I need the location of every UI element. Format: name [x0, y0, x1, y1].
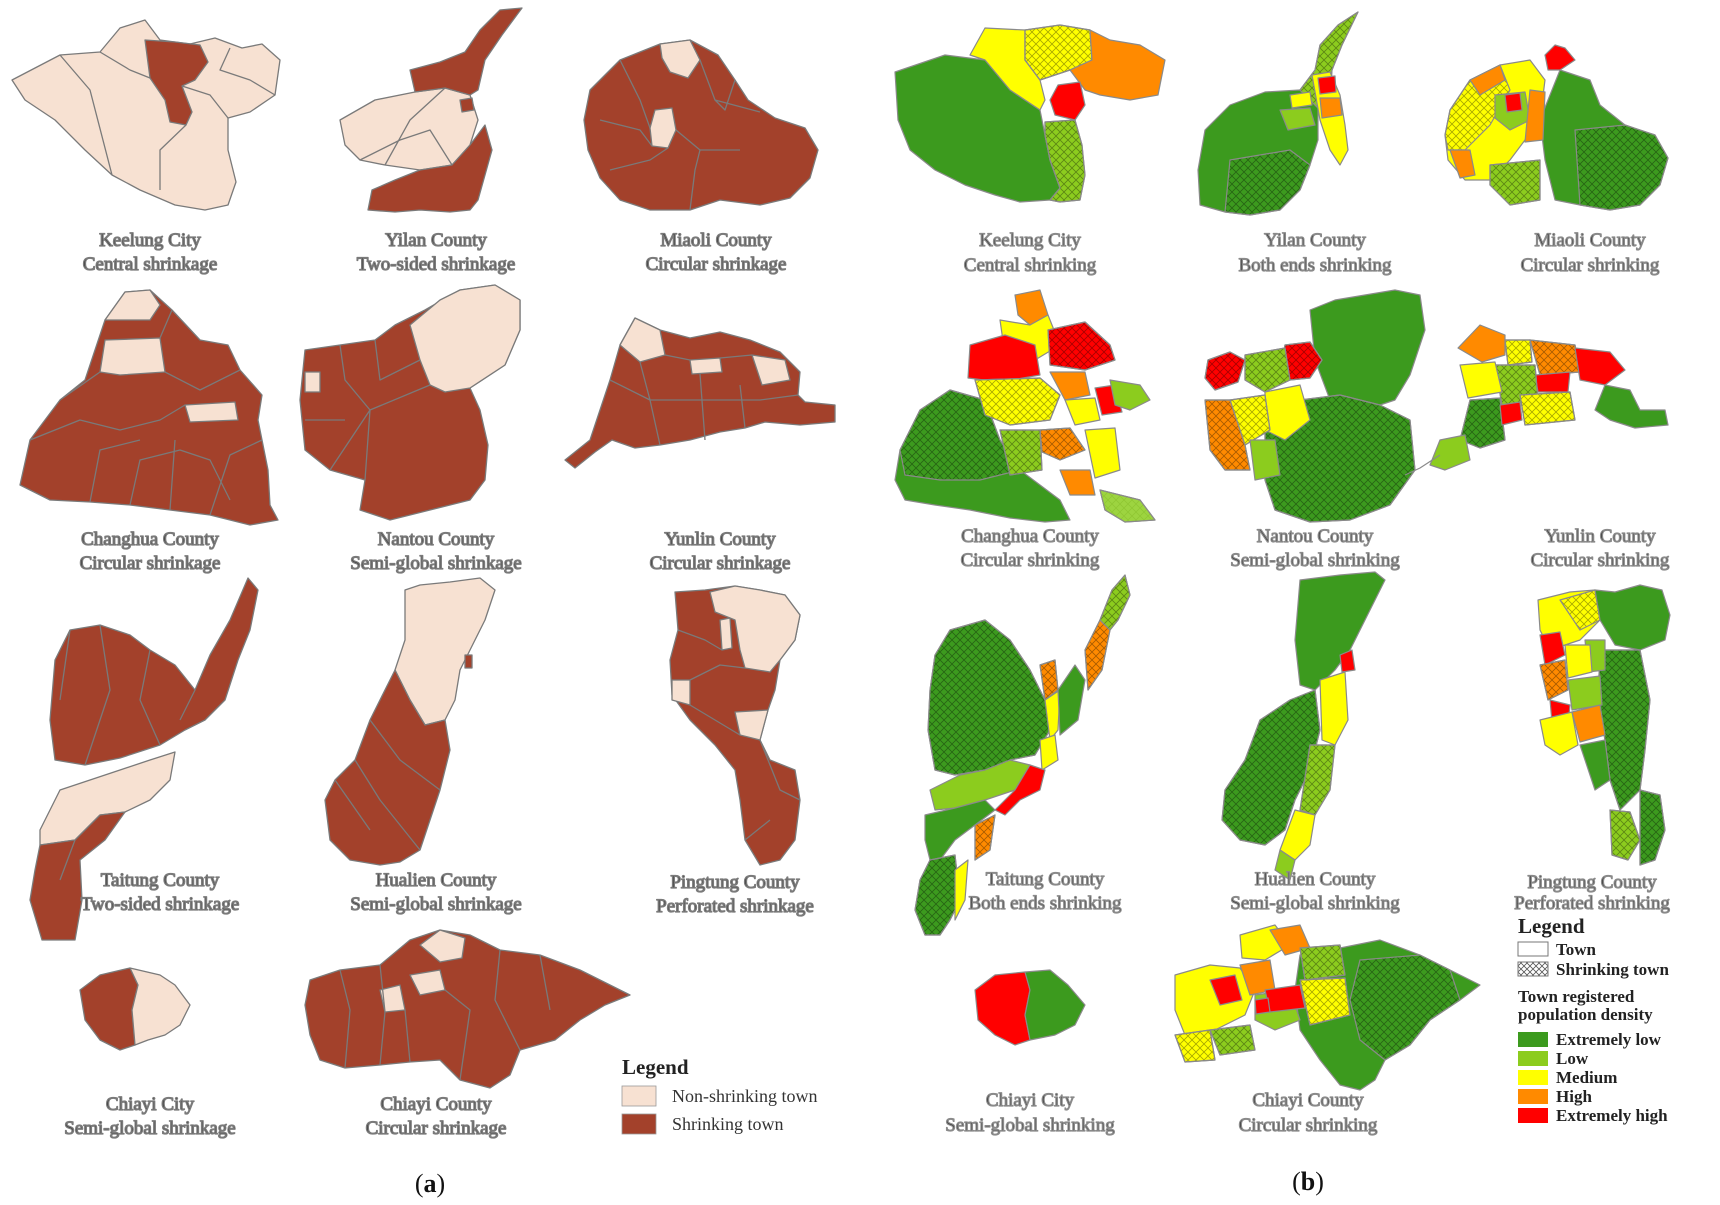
map-a-pingtung — [669, 585, 801, 866]
legend-b-swatch-town — [1517, 941, 1549, 957]
legend-a: Legend Non-shrinking town Shrinking town — [621, 1055, 818, 1135]
caption-a-hualien-pattern: Semi-global shrinkage — [350, 894, 522, 915]
caption-b-keelung-name: Keelung City — [979, 230, 1081, 251]
caption-b-hualien-pattern: Semi-global shrinking — [1230, 893, 1400, 914]
panel-b-label: (b) — [1292, 1167, 1324, 1196]
caption-a-chiayicounty-name: Chiayi County — [380, 1094, 492, 1115]
caption-a-nantou-name: Nantou County — [378, 529, 495, 550]
legend-b-swatch-low — [1518, 1051, 1548, 1066]
caption-a-keelung-name: Keelung City — [99, 230, 201, 251]
caption-a-chiayicity-pattern: Semi-global shrinkage — [64, 1118, 236, 1139]
map-a-hualien — [324, 577, 496, 866]
legend-b-density-title-2: population density — [1518, 1005, 1653, 1024]
caption-b-changhua-pattern: Circular shrinking — [961, 550, 1100, 571]
caption-b-yilan-name: Yilan County — [1264, 230, 1366, 251]
caption-b-hualien-name: Hualien County — [1255, 869, 1376, 890]
map-a-miaoli — [583, 39, 819, 211]
legend-b: Legend Town Shrinking town Town register… — [1517, 914, 1669, 1125]
map-a-nantou — [299, 284, 521, 521]
map-b-keelung — [894, 24, 1166, 203]
legend-a-label-shrinking: Shrinking town — [672, 1114, 784, 1134]
legend-a-swatch-non-shrinking — [621, 1085, 657, 1107]
map-b-miaoli — [1444, 44, 1669, 211]
caption-a-chiayicounty-pattern: Circular shrinkage — [366, 1118, 507, 1139]
legend-b-label-low: Low — [1556, 1049, 1589, 1068]
map-b-nantou — [1204, 289, 1426, 523]
map-b-yilan — [1197, 11, 1359, 216]
caption-a-pingtung-pattern: Perforated shrinkage — [656, 896, 814, 917]
map-b-chiayicity — [974, 969, 1086, 1046]
legend-b-label-extremely-low: Extremely low — [1556, 1030, 1662, 1049]
caption-b-yunlin-name: Yunlin County — [1544, 526, 1656, 547]
map-b-chiayicounty — [1174, 924, 1481, 1091]
legend-b-label-shrinking-town: Shrinking town — [1556, 960, 1669, 979]
map-a-chiayicounty — [304, 929, 631, 1089]
caption-b-changhua-name: Changhua County — [961, 526, 1099, 547]
legend-b-swatch-shrinking-town — [1517, 961, 1549, 977]
map-b-pingtung — [1537, 584, 1671, 866]
caption-b-yilan-pattern: Both ends shrinking — [1238, 255, 1392, 276]
caption-b-chiayicity-pattern: Semi-global shrinking — [945, 1115, 1115, 1136]
legend-b-title: Legend — [1518, 914, 1585, 938]
panel-a-label: (a) — [415, 1169, 445, 1198]
map-a-taitung — [29, 577, 259, 941]
legend-b-density-title-1: Town registered — [1518, 987, 1635, 1006]
caption-b-pingtung-name: Pingtung County — [1527, 872, 1657, 893]
map-b-hualien — [1221, 571, 1386, 881]
caption-a-yunlin-pattern: Circular shrinkage — [650, 553, 791, 574]
caption-b-chiayicity-name: Chiayi City — [986, 1090, 1075, 1111]
caption-b-yunlin-pattern: Circular shrinking — [1531, 550, 1670, 571]
caption-b-pingtung-pattern: Perforated shrinking — [1514, 893, 1670, 914]
legend-b-swatch-extremely-low — [1518, 1032, 1548, 1047]
map-b-yunlin — [1404, 324, 1669, 476]
caption-a-changhua-pattern: Circular shrinkage — [80, 553, 221, 574]
caption-b-taitung-pattern: Both ends shrinking — [968, 893, 1122, 914]
map-a-changhua — [19, 289, 279, 526]
panel-b: Keelung City Central shrinking Yilan Cou… — [894, 11, 1671, 1137]
legend-a-swatch-shrinking — [621, 1113, 657, 1135]
caption-a-pingtung-name: Pingtung County — [670, 872, 800, 893]
legend-b-label-extremely-high: Extremely high — [1556, 1106, 1668, 1125]
map-a-keelung — [11, 19, 281, 211]
caption-a-changhua-name: Changhua County — [81, 529, 219, 550]
caption-b-chiayicounty-name: Chiayi County — [1252, 1090, 1364, 1111]
legend-a-label-non-shrinking: Non-shrinking town — [672, 1086, 818, 1106]
caption-a-keelung-pattern: Central shrinkage — [83, 254, 218, 275]
legend-b-label-medium: Medium — [1556, 1068, 1617, 1087]
caption-a-yunlin-name: Yunlin County — [664, 529, 776, 550]
map-b-changhua — [894, 289, 1156, 523]
map-a-chiayicity — [79, 967, 191, 1051]
legend-b-swatch-medium — [1518, 1070, 1548, 1085]
caption-b-keelung-pattern: Central shrinking — [964, 255, 1097, 276]
legend-b-label-town: Town — [1556, 940, 1597, 959]
legend-b-swatch-high — [1518, 1089, 1548, 1104]
caption-b-nantou-pattern: Semi-global shrinking — [1230, 550, 1400, 571]
caption-a-hualien-name: Hualien County — [376, 870, 497, 891]
caption-a-chiayicity-name: Chiayi City — [106, 1094, 195, 1115]
caption-b-nantou-name: Nantou County — [1257, 526, 1374, 547]
panel-a: Keelung City Central shrinkage Yilan Cou… — [11, 7, 836, 1140]
caption-a-miaoli-name: Miaoli County — [660, 230, 772, 251]
caption-a-taitung-name: Taitung County — [101, 870, 220, 891]
caption-a-yilan-name: Yilan County — [385, 230, 487, 251]
caption-b-miaoli-pattern: Circular shrinking — [1521, 255, 1660, 276]
caption-b-taitung-name: Taitung County — [986, 869, 1105, 890]
caption-a-yilan-pattern: Two-sided shrinkage — [357, 254, 516, 275]
map-b-taitung — [914, 574, 1131, 936]
caption-a-miaoli-pattern: Circular shrinkage — [646, 254, 787, 275]
caption-b-chiayicounty-pattern: Circular shrinking — [1239, 1115, 1378, 1136]
legend-b-swatch-extremely-high — [1518, 1108, 1548, 1123]
map-a-yilan — [339, 7, 523, 213]
caption-a-taitung-pattern: Two-sided shrinkage — [81, 894, 240, 915]
legend-b-label-high: High — [1556, 1087, 1592, 1106]
caption-a-nantou-pattern: Semi-global shrinkage — [350, 553, 522, 574]
map-a-yunlin — [564, 317, 836, 469]
caption-b-miaoli-name: Miaoli County — [1534, 230, 1646, 251]
legend-a-title: Legend — [622, 1055, 689, 1079]
